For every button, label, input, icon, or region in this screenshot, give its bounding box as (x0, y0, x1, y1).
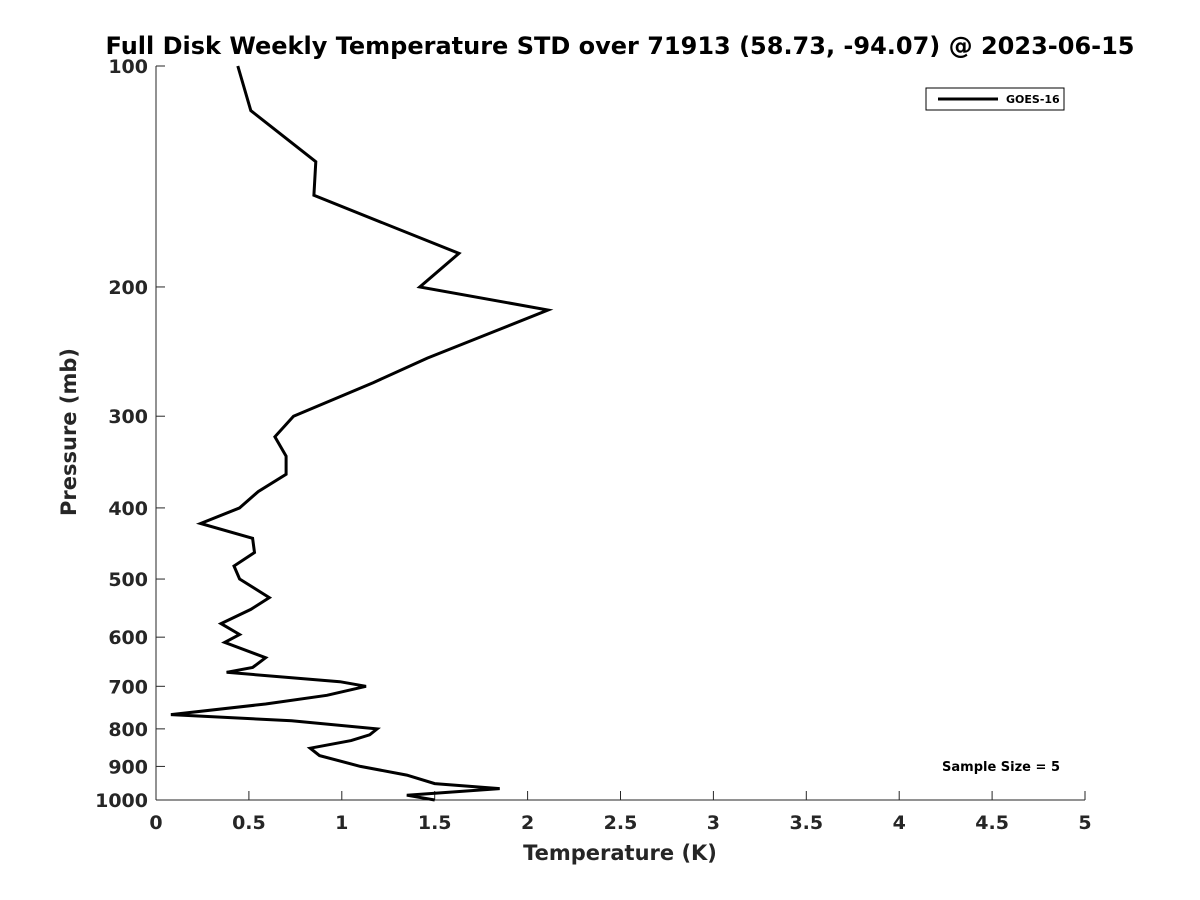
x-axis-ticks: 0 0.5 1 1.5 2 2.5 3 3.5 4 4.5 5 (149, 791, 1092, 834)
sample-size-annotation: Sample Size = 5 (942, 760, 1060, 775)
x-tick-label: 0 (149, 812, 162, 834)
y-tick-label: 200 (108, 277, 148, 299)
x-tick-label: 3 (707, 812, 720, 834)
x-tick-label: 2 (521, 812, 534, 834)
legend-label-goes-16: GOES-16 (1006, 93, 1060, 106)
y-tick-label: 100 (108, 56, 148, 78)
x-tick-label: 1.5 (418, 812, 452, 834)
y-tick-label: 600 (108, 627, 148, 649)
y-tick-label: 800 (108, 719, 148, 741)
x-tick-label: 2.5 (604, 812, 638, 834)
y-tick-label: 400 (108, 498, 148, 520)
x-tick-label: 0.5 (232, 812, 266, 834)
y-axis-ticks: 100 200 300 400 500 600 700 800 900 1000 (95, 56, 165, 812)
y-tick-label: 700 (108, 676, 148, 698)
y-axis-label: Pressure (mb) (57, 348, 81, 516)
y-tick-label: 1000 (95, 790, 148, 812)
x-tick-label: 4.5 (975, 812, 1009, 834)
y-tick-label: 300 (108, 406, 148, 428)
y-tick-label: 900 (108, 756, 148, 778)
x-tick-label: 5 (1078, 812, 1091, 834)
x-tick-label: 4 (893, 812, 906, 834)
plot-area: 100 200 300 400 500 600 700 800 900 1000 0 0.5 1 1.5… (95, 56, 1092, 834)
x-tick-label: 1 (335, 812, 348, 834)
x-axis-label: Temperature (K) (523, 841, 717, 865)
legend: GOES-16 (925, 87, 1065, 111)
series-line-goes-16 (170, 65, 554, 802)
y-tick-label: 500 (108, 569, 148, 591)
x-tick-label: 3.5 (789, 812, 823, 834)
chart-title: Full Disk Weekly Temperature STD over 71… (106, 32, 1135, 60)
series-layer (170, 65, 554, 802)
